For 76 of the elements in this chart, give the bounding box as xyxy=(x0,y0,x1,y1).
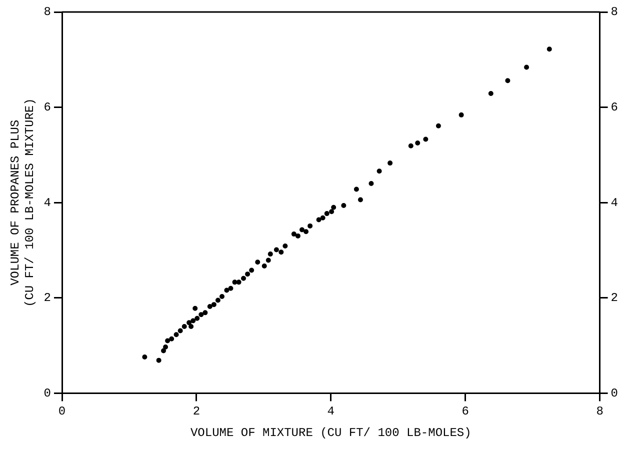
point xyxy=(376,168,382,174)
point xyxy=(304,229,309,234)
point xyxy=(354,186,359,192)
point xyxy=(178,328,183,334)
point xyxy=(308,223,313,228)
point xyxy=(368,181,374,186)
point xyxy=(316,217,322,222)
y2-tick-label: 6 xyxy=(610,100,618,114)
y-tick-label: 0 xyxy=(44,386,51,400)
point xyxy=(388,160,393,166)
point xyxy=(192,306,198,311)
x-tick-label: 2 xyxy=(192,404,200,419)
y2-tick-label: 0 xyxy=(610,386,618,400)
point xyxy=(358,197,363,202)
y-tick-label: 6 xyxy=(44,100,51,114)
point xyxy=(278,250,284,255)
point xyxy=(324,211,330,216)
point xyxy=(241,276,246,281)
point xyxy=(408,143,414,148)
point xyxy=(188,324,194,329)
point xyxy=(245,272,250,277)
point xyxy=(198,312,204,318)
point xyxy=(295,233,300,238)
point xyxy=(174,332,179,338)
x-tick-label: 6 xyxy=(462,404,469,419)
point xyxy=(436,123,441,128)
point xyxy=(266,258,271,263)
point xyxy=(341,202,346,208)
y-tick-label: 8 xyxy=(44,5,51,20)
point xyxy=(255,260,260,265)
point xyxy=(156,358,162,363)
point xyxy=(415,140,420,146)
point xyxy=(190,318,196,324)
y-tick-label: 4 xyxy=(44,196,51,210)
point xyxy=(249,268,254,273)
point xyxy=(202,310,208,316)
point xyxy=(186,320,192,326)
point xyxy=(546,46,552,52)
point xyxy=(163,344,168,350)
y-axis-title: VOLUME OF PROPANES PLUS (CU FT/ 100 LB-MOLES MIXTURE) xyxy=(8,98,37,308)
point xyxy=(219,294,224,299)
point xyxy=(182,324,187,329)
point xyxy=(505,78,510,84)
point xyxy=(320,215,326,220)
y2-tick-label: 4 xyxy=(610,196,618,210)
x-axis-title: VOLUME OF MIXTURE (CU FT/ 100 LB-MOLES) xyxy=(190,426,472,440)
point xyxy=(169,336,174,342)
point xyxy=(423,136,428,142)
point xyxy=(165,338,170,344)
x-tick-label: 4 xyxy=(327,404,334,419)
point xyxy=(274,247,279,252)
point xyxy=(524,64,530,70)
point xyxy=(458,112,464,118)
point xyxy=(161,348,166,354)
point xyxy=(331,204,336,210)
x-tick-label: 8 xyxy=(596,404,604,419)
point xyxy=(232,280,238,285)
point xyxy=(194,316,200,321)
point xyxy=(299,227,304,232)
y-tick-label: 2 xyxy=(44,291,51,306)
point xyxy=(207,304,212,309)
point xyxy=(262,263,267,268)
point xyxy=(282,243,288,248)
x-tick-label: 0 xyxy=(58,404,66,419)
point xyxy=(291,232,296,237)
point xyxy=(236,280,242,285)
y2-tick-label: 2 xyxy=(610,291,618,306)
point xyxy=(224,288,230,293)
point xyxy=(211,302,216,308)
point xyxy=(228,286,234,291)
point xyxy=(268,252,273,257)
y2-tick-label: 8 xyxy=(610,5,618,20)
point xyxy=(215,298,220,303)
point xyxy=(329,209,334,214)
point xyxy=(142,354,148,360)
point xyxy=(488,90,494,96)
